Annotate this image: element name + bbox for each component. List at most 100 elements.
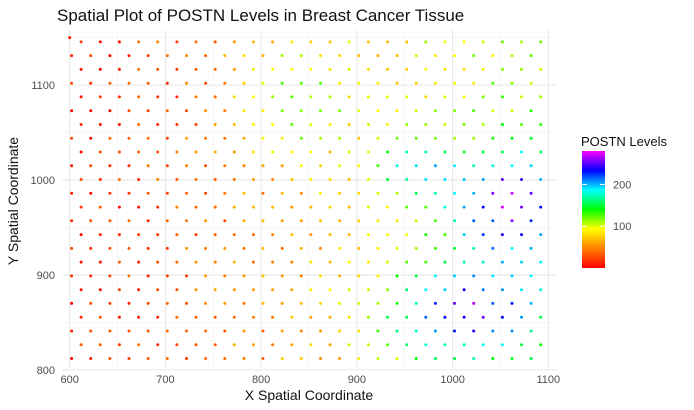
- data-point: [539, 178, 543, 181]
- data-point: [462, 288, 466, 292]
- data-point: [424, 205, 428, 209]
- data-point: [500, 123, 504, 126]
- data-point: [500, 150, 504, 154]
- data-point: [500, 67, 504, 71]
- data-point: [280, 357, 284, 360]
- data-point: [137, 315, 141, 319]
- data-point: [79, 315, 83, 319]
- data-point: [347, 95, 351, 99]
- data-point: [453, 219, 456, 223]
- data-point: [252, 343, 255, 347]
- data-point: [223, 274, 227, 278]
- data-point: [280, 246, 284, 250]
- y-tick-label: 1100: [31, 80, 55, 92]
- data-point: [328, 315, 332, 319]
- data-point: [261, 301, 265, 305]
- data-point: [70, 301, 74, 305]
- data-point: [137, 123, 141, 126]
- data-point: [165, 329, 169, 333]
- y-tick-label: 1000: [31, 175, 55, 187]
- data-point: [79, 123, 83, 126]
- data-point: [405, 343, 409, 347]
- data-point: [376, 136, 380, 140]
- data-point: [98, 343, 102, 347]
- data-point: [213, 40, 217, 44]
- data-point: [89, 164, 93, 168]
- data-point: [271, 233, 275, 237]
- data-point: [414, 164, 418, 168]
- data-point: [137, 343, 141, 347]
- data-point: [194, 67, 198, 71]
- data-point: [491, 301, 495, 305]
- data-point: [481, 150, 485, 154]
- data-point: [491, 329, 495, 333]
- data-point: [127, 54, 131, 58]
- data-point: [175, 150, 179, 154]
- data-point: [357, 246, 361, 250]
- data-point: [156, 288, 160, 292]
- data-point: [175, 343, 179, 347]
- data-point: [98, 205, 102, 209]
- data-point: [261, 136, 265, 140]
- data-point: [539, 315, 543, 319]
- data-point: [242, 164, 246, 168]
- data-point: [462, 343, 466, 347]
- data-point: [79, 233, 83, 237]
- data-point: [290, 260, 294, 264]
- data-point: [156, 178, 160, 181]
- data-point: [261, 246, 265, 250]
- data-point: [185, 301, 188, 305]
- data-point: [481, 205, 485, 209]
- data-point: [137, 233, 141, 237]
- data-point: [309, 315, 313, 319]
- data-point: [338, 246, 342, 250]
- data-point: [347, 67, 351, 71]
- data-point: [472, 191, 476, 195]
- data-point: [252, 288, 255, 292]
- data-point: [357, 329, 361, 333]
- data-point: [319, 246, 322, 250]
- data-point: [414, 329, 418, 333]
- data-point: [338, 219, 342, 223]
- data-point: [319, 109, 322, 113]
- data-point: [376, 54, 380, 58]
- data-point: [424, 233, 428, 237]
- data-point: [271, 205, 275, 209]
- data-point: [395, 219, 399, 223]
- data-point: [319, 329, 322, 333]
- data-point: [453, 81, 456, 85]
- data-point: [443, 233, 447, 237]
- data-point: [366, 315, 370, 319]
- data-point: [328, 178, 332, 181]
- data-point: [491, 81, 495, 85]
- data-point: [338, 136, 342, 140]
- data-point: [223, 136, 227, 140]
- data-point: [462, 150, 466, 154]
- data-point: [405, 315, 409, 319]
- data-point: [280, 54, 284, 58]
- data-point: [520, 123, 523, 126]
- data-point: [117, 288, 121, 292]
- data-point: [338, 301, 342, 305]
- data-point: [98, 67, 102, 71]
- data-point: [424, 123, 428, 126]
- data-point: [319, 301, 322, 305]
- x-axis-title: X Spatial Coordinate: [245, 387, 374, 403]
- data-point: [529, 164, 533, 168]
- data-point: [433, 164, 437, 168]
- data-point: [146, 54, 150, 58]
- data-point: [117, 343, 121, 347]
- data-point: [529, 54, 533, 58]
- data-point: [376, 81, 380, 85]
- data-point: [98, 150, 102, 154]
- data-point: [539, 150, 543, 154]
- data-point: [462, 260, 466, 264]
- data-point: [395, 357, 399, 360]
- data-point: [338, 54, 342, 58]
- data-point: [290, 343, 294, 347]
- data-point: [146, 164, 150, 168]
- data-point: [539, 343, 543, 347]
- data-point: [529, 357, 533, 360]
- data-point: [338, 357, 342, 360]
- data-point: [299, 246, 303, 250]
